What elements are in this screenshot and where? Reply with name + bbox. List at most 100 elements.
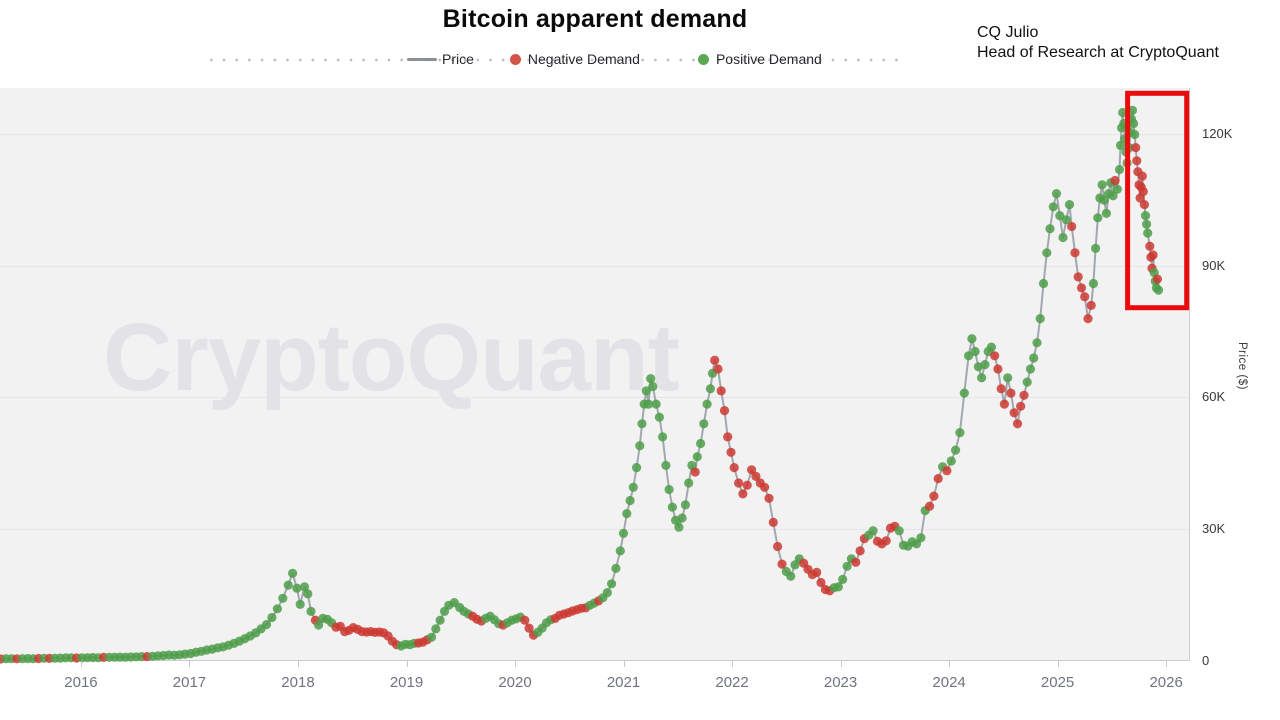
positive-demand-dot xyxy=(1130,129,1140,140)
positive-demand-dot xyxy=(654,412,665,422)
y-axis-title: Price ($) xyxy=(1236,342,1248,390)
positive-demand-dot xyxy=(946,456,956,466)
negative-demand-dot xyxy=(1139,200,1149,210)
positive-demand-dot xyxy=(1114,164,1125,175)
x-tick-label: 2023 xyxy=(823,674,858,691)
gridline xyxy=(0,265,1189,267)
negative-demand-dot xyxy=(1070,248,1080,258)
x-tick-mark xyxy=(515,661,517,667)
negative-demand-dot xyxy=(751,471,761,481)
negative-demand-dot xyxy=(764,493,774,503)
chart-legend: Price Negative Demand Positive Demand xyxy=(407,49,822,69)
positive-demand-dot xyxy=(641,386,651,396)
positive-demand-dot xyxy=(1099,195,1109,205)
positive-demand-dot xyxy=(964,351,974,361)
positive-demand-dot xyxy=(1035,314,1045,324)
positive-demand-dot xyxy=(680,500,691,510)
x-tick-label: 2025 xyxy=(1040,674,1075,691)
positive-demand-dot xyxy=(1097,180,1107,190)
positive-demand-dot xyxy=(894,526,904,536)
negative-demand-dot xyxy=(738,489,748,499)
x-tick-label: 2022 xyxy=(715,674,749,691)
positive-demand-dot xyxy=(635,441,645,451)
positive-demand-dot xyxy=(1093,213,1103,223)
positive-demand-dot xyxy=(314,620,324,630)
attribution: CQ Julio Head of Research at CryptoQuant xyxy=(977,23,1219,63)
negative-demand-dot xyxy=(1073,272,1083,282)
positive-demand-dot xyxy=(959,388,969,398)
positive-demand-dot xyxy=(955,428,965,438)
positive-demand-dot xyxy=(622,508,632,519)
positive-demand-dot xyxy=(632,463,642,473)
positive-demand-dot xyxy=(702,399,712,409)
positive-demand-dot xyxy=(303,589,313,599)
positive-demand-dot xyxy=(1127,105,1138,115)
negative-demand-dot xyxy=(1148,250,1158,260)
positive-demand-dot xyxy=(272,604,282,614)
positive-demand-dot xyxy=(602,588,612,598)
page-title: Bitcoin apparent demand xyxy=(442,5,748,33)
positive-demand-dot xyxy=(658,432,668,442)
negative-demand-dot xyxy=(929,491,939,501)
negative-demand-dot xyxy=(881,536,891,546)
positive-demand-dot xyxy=(288,568,298,578)
gridline xyxy=(0,134,1189,136)
positive-demand-dot xyxy=(267,612,277,623)
positive-demand-dot-icon xyxy=(697,53,709,65)
positive-demand-dot xyxy=(1051,189,1062,199)
negative-demand-dot xyxy=(760,482,770,492)
negative-demand-dot xyxy=(726,447,736,457)
x-tick-label: 2021 xyxy=(606,674,641,691)
negative-demand-dot xyxy=(734,478,744,488)
positive-demand-dot xyxy=(1064,200,1075,210)
positive-demand-dot xyxy=(1129,118,1139,129)
positive-demand-dot xyxy=(615,546,625,556)
x-tick-mark xyxy=(1166,661,1168,667)
negative-demand-dot xyxy=(1076,283,1087,293)
positive-demand-dot xyxy=(842,561,852,571)
gridline xyxy=(0,528,1189,530)
positive-demand-dot xyxy=(1042,248,1052,258)
x-tick-mark xyxy=(297,661,299,667)
positive-demand-dot xyxy=(1101,208,1111,218)
negative-demand-dot xyxy=(933,474,943,484)
positive-demand-dot xyxy=(1029,353,1039,363)
positive-demand-dot xyxy=(651,399,661,409)
price-line xyxy=(0,109,1160,660)
positive-demand-dot xyxy=(1055,211,1065,221)
negative-demand-dot xyxy=(1138,186,1148,197)
positive-demand-dot xyxy=(648,381,658,392)
positive-demand-dot xyxy=(667,502,678,512)
positive-demand-dot xyxy=(1025,364,1036,374)
x-tick-mark xyxy=(1057,661,1059,667)
positive-demand-dot xyxy=(977,373,987,383)
x-tick-label: 2018 xyxy=(281,674,315,691)
x-tick-label: 2026 xyxy=(1149,674,1183,691)
x-tick-mark xyxy=(406,661,408,667)
negative-demand-dot xyxy=(723,432,733,442)
gridline xyxy=(0,397,1189,399)
positive-demand-dot xyxy=(674,522,684,532)
positive-demand-dot xyxy=(1108,191,1118,201)
negative-demand-dot xyxy=(990,351,1000,361)
positive-demand-dot xyxy=(1061,215,1071,225)
x-tick-label: 2020 xyxy=(498,674,532,691)
legend-negative-label: Negative Demand xyxy=(527,51,640,67)
attribution-name: CQ Julio xyxy=(977,24,1039,41)
positive-demand-dot xyxy=(1112,184,1122,194)
x-tick-label: 2017 xyxy=(172,674,207,691)
negative-demand-dot xyxy=(999,399,1010,409)
negative-demand-dot xyxy=(524,623,534,633)
negative-demand-dot xyxy=(812,567,822,578)
positive-demand-dot xyxy=(611,563,621,574)
y-tick-label: 60K xyxy=(1202,389,1226,405)
negative-demand-dot xyxy=(1067,221,1077,232)
negative-demand-dot xyxy=(1006,388,1016,398)
legend-positive-label: Positive Demand xyxy=(715,51,822,67)
positive-demand-dot xyxy=(295,599,305,610)
negative-demand-dot xyxy=(713,364,723,374)
positive-demand-dot xyxy=(1118,107,1128,118)
negative-demand-dot xyxy=(851,557,861,567)
